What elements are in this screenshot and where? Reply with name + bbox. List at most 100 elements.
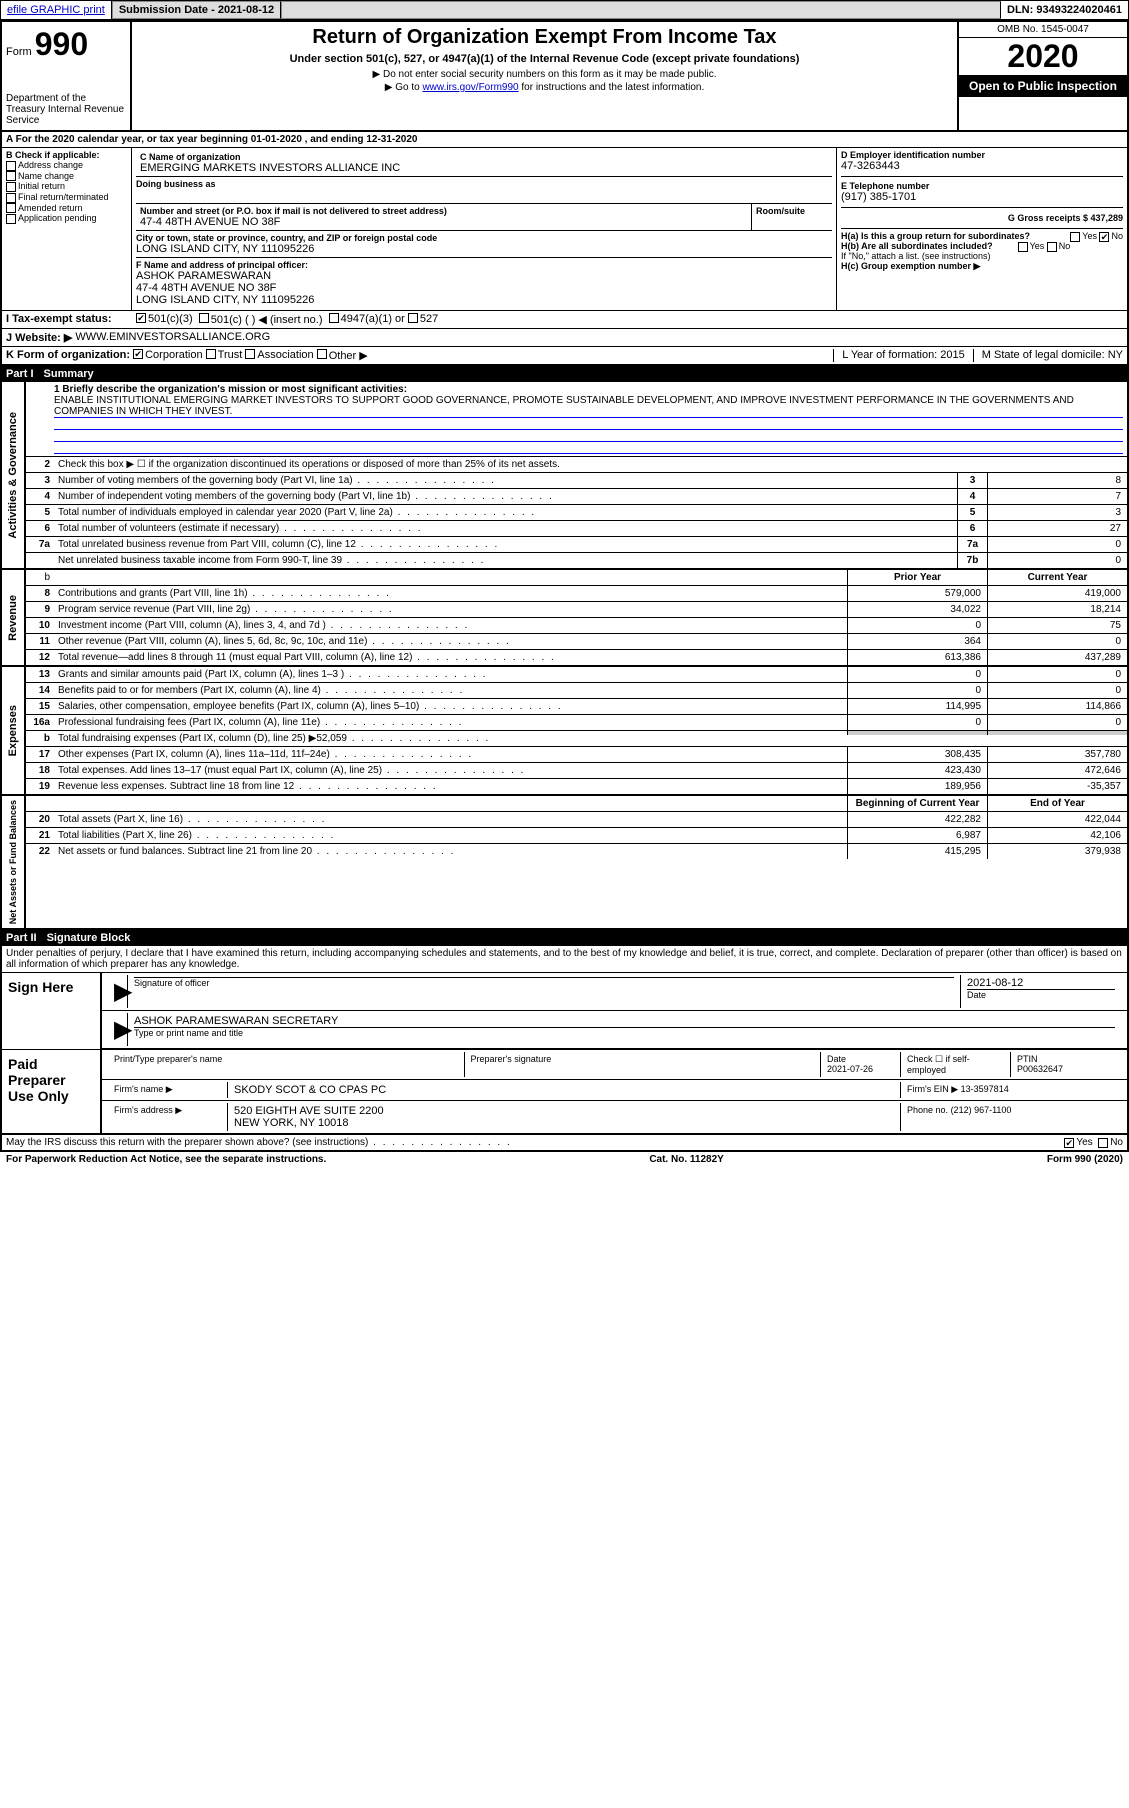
revenue-side: Revenue	[5, 591, 21, 645]
activities-section: Activities & Governance 1 Briefly descri…	[0, 382, 1129, 570]
m-state: M State of legal domicile: NY	[973, 349, 1123, 362]
firm-addr1: 520 EIGHTH AVE SUITE 2200	[234, 1105, 894, 1117]
form-title: Return of Organization Exempt From Incom…	[136, 26, 953, 49]
perjury-text: Under penalties of perjury, I declare th…	[0, 946, 1129, 973]
netassets-section: Net Assets or Fund Balances Beginning of…	[0, 796, 1129, 930]
subtitle-1: Under section 501(c), 527, or 4947(a)(1)…	[136, 53, 953, 65]
discuss-q: May the IRS discuss this return with the…	[6, 1137, 512, 1148]
line-8: 8Contributions and grants (Part VIII, li…	[26, 586, 1127, 602]
l1-label: 1 Briefly describe the organization's mi…	[54, 384, 1123, 395]
line-19: 19Revenue less expenses. Subtract line 1…	[26, 779, 1127, 794]
line-21: 21Total liabilities (Part X, line 26)6,9…	[26, 828, 1127, 844]
i-label: I Tax-exempt status:	[6, 313, 136, 326]
footer-left: For Paperwork Reduction Act Notice, see …	[6, 1154, 326, 1165]
sig-officer-label: Signature of officer	[134, 977, 954, 988]
period-line: A For the 2020 calendar year, or tax yea…	[0, 132, 1129, 148]
sign-block: Sign Here ▶ Signature of officer 2021-08…	[0, 973, 1129, 1135]
bcde-row: B Check if applicable: Address change Na…	[0, 148, 1129, 311]
line-b: bTotal fundraising expenses (Part IX, co…	[26, 731, 1127, 747]
line-16a: 16aProfessional fundraising fees (Part I…	[26, 715, 1127, 731]
firm-addr2: NEW YORK, NY 10018	[234, 1117, 894, 1129]
col-b-label: B Check if applicable:	[6, 150, 127, 160]
subtitle-3: ▶ Go to www.irs.gov/Form990 for instruct…	[136, 82, 953, 93]
form-header: Form 990 Department of the Treasury Inte…	[0, 20, 1129, 132]
prep-name-label: Print/Type preparer's name	[108, 1052, 465, 1077]
part1-title: Summary	[44, 368, 94, 380]
i-501c3: 501(c)(3)	[148, 313, 193, 326]
line-20: 20Total assets (Part X, line 16)422,2824…	[26, 812, 1127, 828]
e-phone-label: E Telephone number	[841, 181, 1123, 191]
j-label: J Website: ▶	[6, 331, 72, 344]
line-18: 18Total expenses. Add lines 13–17 (must …	[26, 763, 1127, 779]
officer-addr2: LONG ISLAND CITY, NY 111095226	[136, 294, 832, 306]
ein: 47-3263443	[841, 160, 1123, 172]
discuss-row: May the IRS discuss this return with the…	[0, 1135, 1129, 1152]
dept-treasury: Department of the Treasury Internal Reve…	[6, 93, 126, 126]
line-7a: 7aTotal unrelated business revenue from …	[26, 537, 1127, 553]
paid-prep-label: Paid Preparer Use Only	[2, 1050, 102, 1133]
line-12: 12Total revenue—add lines 8 through 11 (…	[26, 650, 1127, 665]
line-: Net unrelated business taxable income fr…	[26, 553, 1127, 568]
open-public: Open to Public Inspection	[959, 75, 1127, 97]
line-22: 22Net assets or fund balances. Subtract …	[26, 844, 1127, 859]
part2-num: Part II	[6, 932, 37, 944]
hdr-prior: Prior Year	[847, 570, 987, 585]
firm-name: SKODY SCOT & CO CPAS PC	[228, 1082, 901, 1098]
dln: DLN: 93493224020461	[1001, 1, 1128, 19]
prep-date: 2021-07-26	[827, 1064, 873, 1074]
irs-link[interactable]: www.irs.gov/Form990	[422, 82, 518, 93]
form-990: 990	[35, 26, 88, 62]
hb-label: H(b) Are all subordinates included?	[841, 241, 993, 251]
line-13: 13Grants and similar amounts paid (Part …	[26, 667, 1127, 683]
row-i: I Tax-exempt status: ✔501(c)(3) 501(c) (…	[0, 311, 1129, 329]
footer-right: Form 990 (2020)	[1047, 1154, 1123, 1165]
self-emp-label: Check ☐ if self-employed	[901, 1052, 1011, 1077]
line-4: 4Number of independent voting members of…	[26, 489, 1127, 505]
part2-title: Signature Block	[47, 932, 131, 944]
efile-link[interactable]: efile GRAPHIC print	[7, 4, 105, 16]
form-word: Form	[6, 46, 32, 58]
chk-address[interactable]: Address change	[18, 160, 83, 170]
website: WWW.EMINVESTORSALLIANCE.ORG	[75, 331, 270, 344]
prep-sig-label: Preparer's signature	[465, 1052, 822, 1077]
officer-name: ASHOK PARAMESWARAN	[136, 270, 832, 282]
submission-date-btn[interactable]: Submission Date - 2021-08-12	[112, 1, 281, 19]
row-klm: K Form of organization: ✔Corporation Tru…	[0, 347, 1129, 366]
dba-label: Doing business as	[136, 179, 832, 189]
phone: (917) 385-1701	[841, 191, 1123, 203]
i-4947: 4947(a)(1) or	[341, 313, 405, 326]
footer-mid: Cat. No. 11282Y	[649, 1154, 723, 1165]
hc-label: H(c) Group exemption number ▶	[841, 261, 980, 271]
hdr-begin: Beginning of Current Year	[847, 796, 987, 811]
col-c: C Name of organization EMERGING MARKETS …	[132, 148, 837, 310]
arrow-icon-2: ▶	[108, 1013, 128, 1046]
part1-num: Part I	[6, 368, 34, 380]
officer-addr1: 47-4 48TH AVENUE NO 38F	[136, 282, 832, 294]
line-3: 3Number of voting members of the governi…	[26, 473, 1127, 489]
chk-initial[interactable]: Initial return	[18, 181, 65, 191]
g-receipts: G Gross receipts $ 437,289	[1008, 213, 1123, 223]
chk-final[interactable]: Final return/terminated	[18, 192, 109, 202]
line-5: 5Total number of individuals employed in…	[26, 505, 1127, 521]
chk-name[interactable]: Name change	[18, 171, 74, 181]
revenue-section: Revenue b Prior Year Current Year 8Contr…	[0, 570, 1129, 667]
c-name-label: C Name of organization	[140, 152, 828, 162]
netassets-side: Net Assets or Fund Balances	[6, 796, 20, 928]
chk-amended[interactable]: Amended return	[18, 203, 83, 213]
d-ein-label: D Employer identification number	[841, 150, 1123, 160]
hdr-current: Current Year	[987, 570, 1127, 585]
chk-pending[interactable]: Application pending	[18, 213, 97, 223]
top-bar: efile GRAPHIC print Submission Date - 20…	[0, 0, 1129, 20]
room-label: Room/suite	[756, 206, 828, 216]
l2-text: Check this box ▶ ☐ if the organization d…	[54, 457, 1127, 472]
addr-label: Number and street (or P.O. box if mail i…	[140, 206, 747, 216]
firm-phone: (212) 967-1100	[951, 1105, 1012, 1115]
sign-here-label: Sign Here	[2, 973, 102, 1049]
line-10: 10Investment income (Part VIII, column (…	[26, 618, 1127, 634]
line-9: 9Program service revenue (Part VIII, lin…	[26, 602, 1127, 618]
org-addr: 47-4 48TH AVENUE NO 38F	[140, 216, 747, 228]
line-15: 15Salaries, other compensation, employee…	[26, 699, 1127, 715]
firm-ein: 13-3597814	[961, 1084, 1009, 1094]
i-527: 527	[420, 313, 438, 326]
col-b: B Check if applicable: Address change Na…	[2, 148, 132, 310]
